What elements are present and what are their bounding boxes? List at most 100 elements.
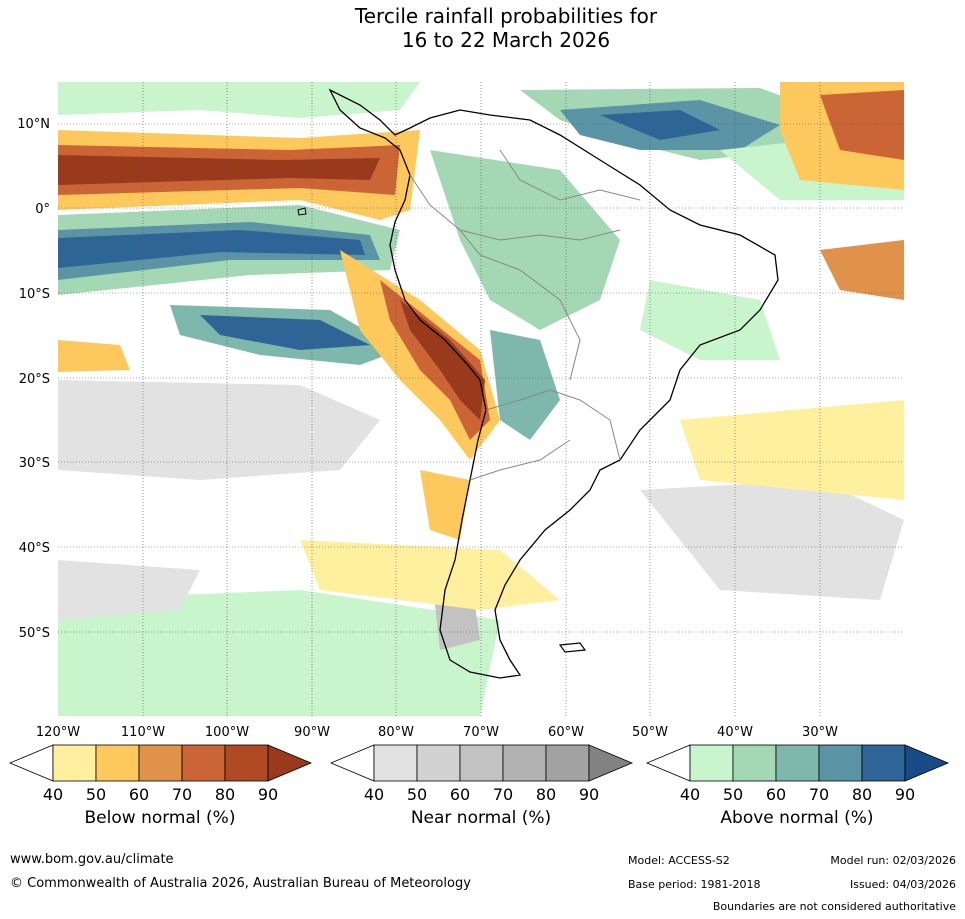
above-normal-region bbox=[58, 590, 500, 716]
footer-base-period: Base period: 1981-2018 bbox=[628, 878, 761, 891]
below-normal-region bbox=[400, 300, 485, 420]
above-normal-region bbox=[430, 150, 620, 330]
above-normal-legend-title: Above normal (%) bbox=[720, 808, 874, 828]
falkland-islands bbox=[558, 642, 587, 653]
legend-tick-label: 50 bbox=[723, 785, 743, 804]
below-normal-region bbox=[58, 340, 130, 372]
legend-tick-label: 90 bbox=[895, 785, 915, 804]
legend-swatch bbox=[689, 744, 734, 782]
legend-swatch bbox=[95, 744, 140, 782]
below-normal-region bbox=[300, 540, 560, 610]
near-normal-region bbox=[58, 560, 200, 620]
lat-label: 20°S bbox=[19, 372, 50, 387]
above-normal-colorbar: 40 50 60 70 80 90 bbox=[645, 744, 950, 804]
legend-swatch bbox=[459, 744, 504, 782]
legend-swatch bbox=[775, 744, 820, 782]
lon-label: 30°W bbox=[802, 725, 838, 740]
above-normal-region bbox=[58, 230, 365, 268]
legend-upper-extension bbox=[588, 744, 634, 782]
above-normal-region bbox=[600, 110, 720, 140]
footer-model: Model: ACCESS-S2 bbox=[628, 854, 730, 867]
map-title: Tercile rainfall probabilities for 16 to… bbox=[0, 4, 965, 52]
legend-tick-label: 90 bbox=[579, 785, 599, 804]
south-america-coastline bbox=[328, 88, 779, 679]
legend-swatch bbox=[861, 744, 906, 782]
legend-tick-label: 80 bbox=[215, 785, 235, 804]
legend-swatch bbox=[138, 744, 183, 782]
legend-tick-label: 70 bbox=[172, 785, 192, 804]
footer-model-run: Model run: 02/03/2026 bbox=[830, 854, 956, 867]
legend-swatch bbox=[416, 744, 461, 782]
lat-label: 0° bbox=[35, 202, 50, 217]
legend-tick-label: 70 bbox=[493, 785, 513, 804]
below-normal-region bbox=[58, 155, 380, 185]
footer-issued: Issued: 04/03/2026 bbox=[849, 878, 956, 891]
footer-url[interactable]: www.bom.gov.au/climate bbox=[10, 852, 174, 867]
lon-label: 120°W bbox=[36, 725, 80, 740]
legend-tick-label: 80 bbox=[852, 785, 872, 804]
legend-tick-label: 60 bbox=[129, 785, 149, 804]
above-normal-region bbox=[640, 280, 780, 360]
lon-label: 110°W bbox=[121, 725, 165, 740]
legend-tick-label: 90 bbox=[258, 785, 278, 804]
title-line-2: 16 to 22 March 2026 bbox=[401, 28, 611, 52]
legend-swatch bbox=[181, 744, 226, 782]
legend-lower-extension bbox=[8, 744, 54, 782]
below-normal-region bbox=[820, 240, 904, 300]
lat-label: 10°N bbox=[17, 117, 50, 132]
galapagos-islands bbox=[297, 207, 307, 216]
lon-label: 60°W bbox=[548, 725, 584, 740]
legend-swatch bbox=[732, 744, 777, 782]
lat-label: 30°S bbox=[19, 456, 50, 471]
legend-swatch bbox=[545, 744, 590, 782]
above-normal-region bbox=[200, 315, 370, 350]
legend-tick-label: 40 bbox=[364, 785, 384, 804]
below-normal-region bbox=[820, 90, 904, 160]
probability-field bbox=[58, 82, 904, 716]
lon-label: 80°W bbox=[378, 725, 414, 740]
lat-label: 50°S bbox=[19, 626, 50, 641]
legend-lower-extension bbox=[329, 744, 375, 782]
below-normal-colorbar: 40 50 60 70 80 90 bbox=[8, 744, 313, 804]
country-borders bbox=[409, 149, 641, 481]
lon-label: 100°W bbox=[205, 725, 249, 740]
near-normal-region bbox=[58, 380, 380, 480]
lon-label: 70°W bbox=[463, 725, 499, 740]
legend-tick-label: 70 bbox=[809, 785, 829, 804]
legend-swatch bbox=[224, 744, 269, 782]
graticule bbox=[58, 82, 904, 716]
footer-disclaimer: Boundaries are not considered authoritat… bbox=[712, 900, 956, 913]
legend-tick-label: 50 bbox=[86, 785, 106, 804]
footer-copyright: © Commonwealth of Australia 2026, Austra… bbox=[10, 876, 471, 891]
below-normal-region bbox=[680, 400, 904, 500]
legend-tick-label: 60 bbox=[766, 785, 786, 804]
near-normal-region bbox=[640, 480, 904, 600]
longitude-labels: 120°W 110°W 100°W 90°W 80°W 70°W 60°W 50… bbox=[36, 725, 838, 740]
title-line-1: Tercile rainfall probabilities for bbox=[354, 4, 658, 28]
above-normal-region bbox=[58, 82, 420, 118]
legend-tick-label: 50 bbox=[407, 785, 427, 804]
latitude-labels: 10°N 0° 10°S 20°S 30°S 40°S 50°S bbox=[17, 117, 50, 641]
lon-label: 40°W bbox=[717, 725, 753, 740]
legend-tick-label: 80 bbox=[536, 785, 556, 804]
below-normal-legend-title: Below normal (%) bbox=[84, 808, 236, 828]
legend-swatch bbox=[52, 744, 97, 782]
lon-label: 90°W bbox=[294, 725, 330, 740]
legend-tick-label: 60 bbox=[450, 785, 470, 804]
legend-tick-label: 40 bbox=[43, 785, 63, 804]
legend-lower-extension bbox=[645, 744, 691, 782]
lat-label: 40°S bbox=[19, 541, 50, 556]
legend-upper-extension bbox=[267, 744, 313, 782]
below-normal-region bbox=[420, 470, 470, 540]
legend-colorbars: 40 50 60 70 80 90 40 50 60 70 80 90 40 50 60 70 80 90 bbox=[8, 744, 950, 804]
lon-label: 50°W bbox=[632, 725, 668, 740]
legend-upper-extension bbox=[904, 744, 950, 782]
near-normal-legend-title: Near normal (%) bbox=[410, 808, 552, 828]
legend-swatch bbox=[502, 744, 547, 782]
near-normal-colorbar: 40 50 60 70 80 90 bbox=[329, 744, 634, 804]
lat-label: 10°S bbox=[19, 287, 50, 302]
legend-tick-label: 40 bbox=[680, 785, 700, 804]
legend-swatch bbox=[373, 744, 418, 782]
legend-swatch bbox=[818, 744, 863, 782]
